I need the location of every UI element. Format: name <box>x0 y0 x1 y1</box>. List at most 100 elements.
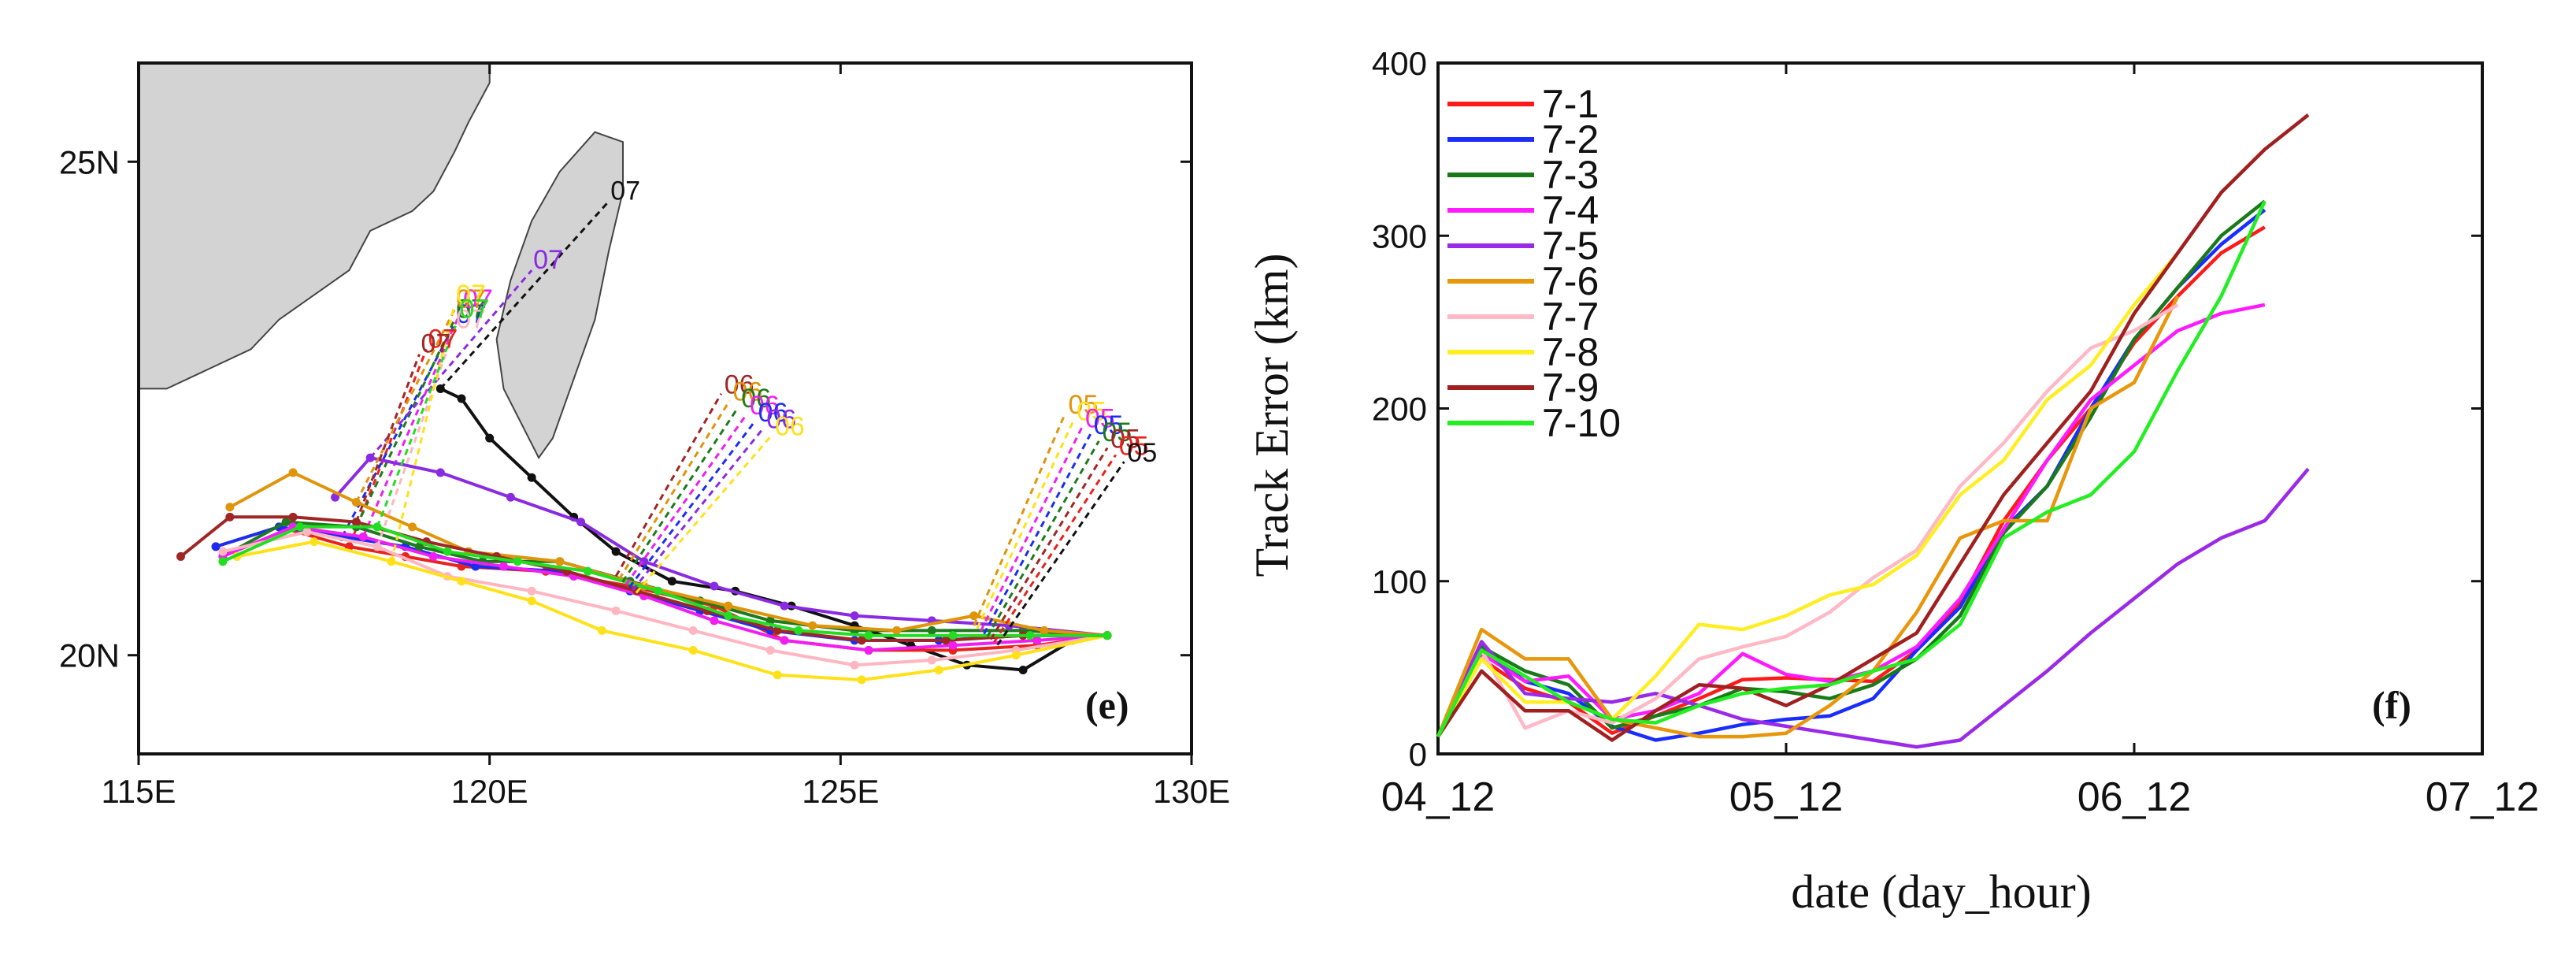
map-xtick-label-1: 120E <box>451 773 528 810</box>
track-point-purple-4 <box>576 518 586 527</box>
track-tag-red: 07 <box>428 324 458 354</box>
track-point-green2-6 <box>654 586 663 596</box>
track-point-yellow-9 <box>934 666 943 675</box>
track-point-darkred-11 <box>941 636 951 645</box>
y-axis-label: Track Error (km) <box>1246 253 1298 577</box>
track-point-green2-2 <box>373 522 382 532</box>
legend-label-7-8: 7-8 <box>1542 330 1599 374</box>
legend-label-7-6: 7-6 <box>1542 259 1599 303</box>
legend-label-7-9: 7-9 <box>1542 366 1599 410</box>
track-point-black-5 <box>611 547 621 556</box>
track-point-yellow-6 <box>688 645 698 655</box>
mid-tag-label-3: 06 <box>750 391 780 421</box>
track-tag-darkred: 07 <box>421 329 451 359</box>
track-tag-green: 07 <box>456 295 486 325</box>
legend-label-7-1: 7-1 <box>1542 82 1599 126</box>
track-point-black-2 <box>485 433 495 443</box>
ytick-label-2: 200 <box>1372 391 1427 428</box>
mid-tag-label-6: 06 <box>775 411 805 441</box>
track-point-green-1 <box>281 518 291 527</box>
track-point-orange-8 <box>808 621 817 630</box>
track-point-green2-8 <box>794 625 803 635</box>
track-point-blue-0 <box>211 542 221 551</box>
ytick-label-3: 300 <box>1372 217 1427 254</box>
map-ytick-label-0: 20N <box>59 637 120 674</box>
land-mainland <box>139 63 491 390</box>
track-tag-black: 07 <box>610 176 640 206</box>
track-error-panel: 0 100 200 300 400 04_12 05_12 06_12 07_12 7-17-2… <box>1246 45 2539 918</box>
mid-tag-label-1: 06 <box>733 377 763 406</box>
track-point-green2-7 <box>724 611 733 621</box>
track-tag-green2: 07 <box>460 295 490 325</box>
track-point-magenta-2 <box>358 532 368 541</box>
forecast-line-green2 <box>376 319 459 528</box>
ytick-label-1: 100 <box>1372 563 1427 600</box>
legend-label-7-3: 7-3 <box>1542 153 1599 197</box>
mid-tag-line-0 <box>614 392 723 577</box>
track-point-pink-0 <box>218 547 228 556</box>
series-7-6 <box>1436 295 2180 739</box>
track-point-pink-9 <box>927 655 936 665</box>
map-xtick-label-2: 125E <box>802 773 879 810</box>
mid-tag-line-1 <box>618 399 731 580</box>
forecast-line-purple <box>369 269 533 459</box>
forecast-line-orange <box>354 309 456 503</box>
legend-label-7-10: 7-10 <box>1542 401 1621 445</box>
track-point-green2-11 <box>1025 631 1035 640</box>
track-point-pink-5 <box>611 606 621 615</box>
legend: 7-17-27-37-47-57-67-77-87-97-10 <box>1447 82 1621 445</box>
track-point-black-12 <box>1018 666 1028 675</box>
track-point-yellow-1 <box>309 537 319 547</box>
track-point-purple-2 <box>436 468 445 477</box>
track-point-yellow-2 <box>387 557 396 566</box>
track-point-orange-5 <box>555 557 565 566</box>
mid-tag-line-6 <box>635 434 773 594</box>
track-point-pink-1 <box>302 527 312 536</box>
map-ytick-label-1: 25N <box>59 143 120 180</box>
track-point-green2-0 <box>218 557 228 566</box>
track-point-magenta-7 <box>710 616 719 625</box>
track-point-purple-3 <box>506 492 515 502</box>
mid-tag-line-2 <box>621 406 739 583</box>
track-point-purple-0 <box>331 492 340 502</box>
track-point-orange-3 <box>408 522 417 532</box>
end-tag-label-5: 05 <box>1110 425 1140 455</box>
track-point-green2-9 <box>864 631 873 640</box>
track-point-yellow-4 <box>527 596 536 606</box>
series-7-8 <box>1436 251 2180 738</box>
mid-tag-line-5 <box>632 427 765 591</box>
track-point-orange-2 <box>351 498 361 507</box>
track-point-darkred-9 <box>773 625 782 635</box>
track-point-magenta-11 <box>1032 636 1042 645</box>
track-point-orange-1 <box>288 468 298 477</box>
track-point-pink-6 <box>688 625 698 635</box>
ytick-label-4: 400 <box>1372 45 1427 82</box>
end-tag-label-6: 05 <box>1119 431 1149 461</box>
mid-tag-label-0: 06 <box>725 370 754 400</box>
legend-label-7-4: 7-4 <box>1542 188 1599 232</box>
track-tag-yellow: 07 <box>456 280 486 310</box>
track-point-yellow-10 <box>1011 651 1021 660</box>
forecast-line-pink <box>376 329 456 548</box>
track-point-purple-1 <box>365 453 375 462</box>
track-point-green2-4 <box>513 557 522 566</box>
track-point-darkred-1 <box>225 512 235 522</box>
error-series <box>1436 113 2310 749</box>
error-axes: 0 100 200 300 400 04_12 05_12 06_12 07_12 <box>1372 45 2539 820</box>
track-point-magenta-3 <box>428 551 438 561</box>
mid-tag-label-5: 06 <box>766 405 796 435</box>
forecast-tags: 0606060606060605050505050505050707070707… <box>421 176 1157 646</box>
track-point-darkred-3 <box>351 518 361 527</box>
series-7-7 <box>1436 303 2179 738</box>
track-point-yellow-3 <box>457 577 466 586</box>
series-7-10 <box>1436 200 2267 738</box>
forecast-line-blue <box>341 324 456 538</box>
end-tag-label-2: 05 <box>1085 403 1115 433</box>
track-tag-purple: 07 <box>533 245 563 275</box>
track-point-green2-12 <box>1103 631 1112 640</box>
track-tag-magenta: 07 <box>463 284 493 314</box>
mid-tag-line-3 <box>625 414 748 585</box>
track-point-green-3 <box>415 542 424 551</box>
track-yellow <box>236 540 1108 682</box>
track-point-green2-5 <box>583 566 592 576</box>
